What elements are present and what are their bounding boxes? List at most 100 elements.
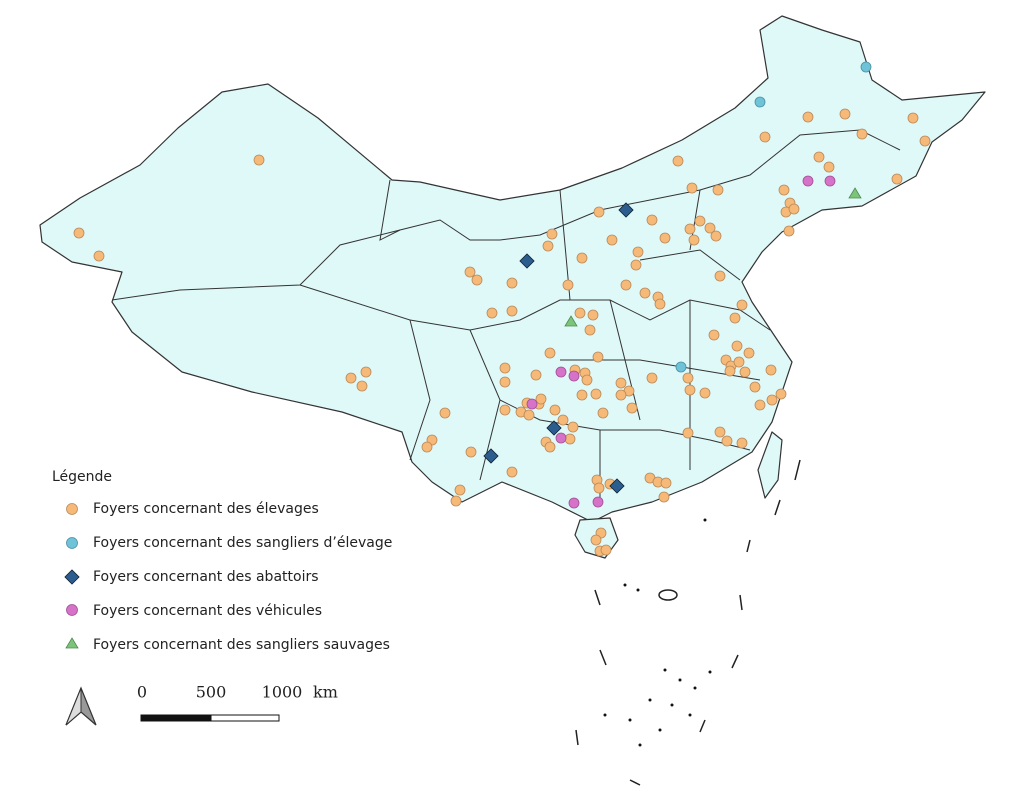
outbreak-point (684, 223, 696, 235)
outbreak-point (823, 161, 835, 173)
scale-label: 0 (137, 683, 147, 702)
outbreak-point (891, 173, 903, 185)
outbreak-point (471, 274, 483, 286)
legend-symbol (66, 604, 78, 616)
outbreak-point (546, 228, 558, 240)
outbreak-point (606, 234, 618, 246)
outbreak-point (736, 437, 748, 449)
outbreak-point (860, 61, 872, 73)
scale-label: 1000 (262, 683, 303, 702)
legend-item: Foyers concernant des élevages (93, 501, 319, 517)
outbreak-point (675, 361, 687, 373)
outbreak-point (729, 312, 741, 324)
outbreak-point (630, 259, 642, 271)
outbreak-point (714, 270, 726, 282)
outbreak-point (766, 394, 778, 406)
outbreak-point (546, 420, 562, 436)
outbreak-point (743, 347, 755, 359)
outbreak-point (499, 404, 511, 416)
outbreak-point (590, 534, 602, 546)
outbreak-point (499, 362, 511, 374)
outbreak-point (568, 370, 580, 382)
legend-item: Foyers concernant des sangliers d’élevag… (93, 535, 392, 551)
outbreak-point (639, 287, 651, 299)
outbreak-point (93, 250, 105, 262)
outbreak-point (620, 279, 632, 291)
outbreak-point (802, 111, 814, 123)
outbreak-point (684, 384, 696, 396)
outbreak-point (694, 215, 706, 227)
outbreak-point (632, 246, 644, 258)
outbreak-point (824, 175, 836, 187)
outbreak-point (724, 365, 736, 377)
outbreak-point (562, 279, 574, 291)
outbreak-point (584, 324, 596, 336)
outbreak-point (454, 484, 466, 496)
outbreak-point (688, 234, 700, 246)
outbreak-point (253, 154, 265, 166)
outbreak-point (682, 372, 694, 384)
outbreak-point (567, 421, 579, 433)
legend-symbol (65, 637, 79, 649)
outbreak-point (542, 240, 554, 252)
outbreak-point (714, 426, 726, 438)
outbreak-point (530, 369, 542, 381)
outbreak-point (544, 441, 556, 453)
outbreak-point (615, 389, 627, 401)
outbreak-point (848, 187, 862, 199)
legend-item: Foyers concernant des sangliers sauvages (93, 637, 390, 653)
outbreak-point (704, 222, 716, 234)
outbreak-point (549, 404, 561, 416)
outbreak-point (464, 266, 476, 278)
outbreak-point (731, 340, 743, 352)
outbreak-point (710, 230, 722, 242)
outbreak-point (544, 347, 556, 359)
outbreak-point (699, 387, 711, 399)
outbreak-point (593, 482, 605, 494)
outbreak-point (506, 466, 518, 478)
outbreak-point (600, 544, 612, 556)
outbreak-point (802, 175, 814, 187)
taiwan (757, 431, 783, 499)
outbreak-point (576, 389, 588, 401)
outbreak-point (672, 155, 684, 167)
legend-item: Foyers concernant des véhicules (93, 603, 322, 619)
outbreak-points (73, 61, 931, 557)
outbreak-point (574, 307, 586, 319)
outbreak-point (555, 432, 567, 444)
outbreak-point (587, 309, 599, 321)
outbreak-point (775, 388, 787, 400)
outbreak-point (658, 491, 670, 503)
outbreak-point (593, 206, 605, 218)
outbreak-point (564, 315, 578, 327)
islands (575, 459, 801, 786)
outbreak-point (609, 478, 625, 494)
outbreak-point (659, 232, 671, 244)
outbreak-point (813, 151, 825, 163)
outbreak-point (73, 227, 85, 239)
outbreak-point (483, 448, 499, 464)
outbreak-point (783, 225, 795, 237)
outbreak-point (708, 329, 720, 341)
outbreak-point (523, 409, 535, 421)
scale-unit: km (313, 683, 338, 702)
outbreak-point (356, 380, 368, 392)
outbreak-point (597, 407, 609, 419)
outbreak-point (739, 366, 751, 378)
outbreak-point (646, 214, 658, 226)
legend-symbol (64, 569, 80, 585)
outbreak-point (465, 446, 477, 458)
outbreak-point (712, 184, 724, 196)
legend-symbol (66, 503, 78, 515)
outbreak-point (439, 407, 451, 419)
outbreak-point (421, 441, 433, 453)
outbreak-point (568, 497, 580, 509)
outbreak-point (519, 253, 535, 269)
outbreak-point (626, 402, 638, 414)
scale-label: 500 (196, 683, 227, 702)
outbreak-point (736, 299, 748, 311)
scale-bar (210, 714, 280, 722)
outbreak-point (506, 277, 518, 289)
outbreak-point (686, 182, 698, 194)
